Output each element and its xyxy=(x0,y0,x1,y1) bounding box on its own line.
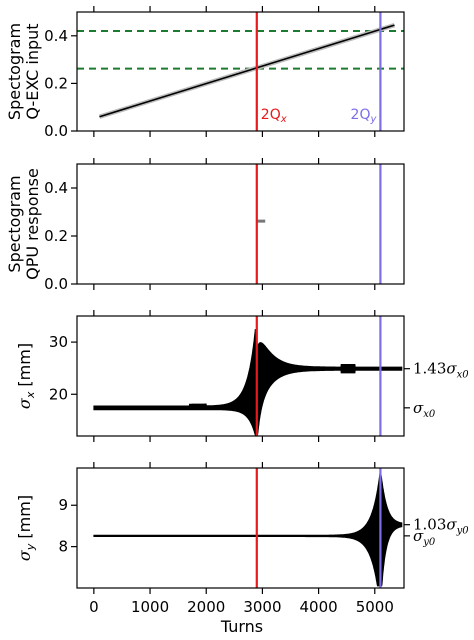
axes-frame xyxy=(76,315,405,437)
right-axis-label: 1.43σx0 xyxy=(413,360,469,381)
y-axis-label-line2: Q-EXC input xyxy=(23,23,42,119)
y-axis-label-line1: Spectogram xyxy=(5,175,24,272)
x-tick-label: 1000 xyxy=(131,598,169,616)
right-axis-label: σx0 xyxy=(413,399,436,420)
y-tick-label: 0.2 xyxy=(44,227,68,245)
y-tick-label: 0.2 xyxy=(44,74,68,92)
y-tick-label: 8 xyxy=(58,538,68,556)
qy-marker-label: 2Qy xyxy=(351,107,378,125)
right-axis-label: σy0 xyxy=(413,527,436,548)
axes-frame xyxy=(76,11,405,132)
right-axis-label: 1.03σy0 xyxy=(413,516,469,537)
x-tick-label: 4000 xyxy=(300,598,338,616)
ramp-line xyxy=(99,24,395,118)
x-tick-label: 0 xyxy=(89,598,99,616)
x-tick-label: 2000 xyxy=(187,598,225,616)
panel-sigma-x: 20 30 σx [mm] 1.43σx0 σx0 xyxy=(15,310,469,442)
y-tick-label: 30 xyxy=(49,333,68,351)
y-axis-label-line1: Spectogram xyxy=(5,23,24,120)
plot-area xyxy=(93,329,403,436)
beam-size-trace xyxy=(93,329,403,436)
axes-frame xyxy=(76,467,405,589)
y-tick-label: 0.4 xyxy=(44,27,68,45)
y-tick-label: 0.4 xyxy=(44,179,68,197)
y-axis-label-line2: QPU response xyxy=(23,168,42,280)
qx-marker-label: 2Qx xyxy=(261,107,287,125)
plot-area xyxy=(93,468,403,587)
y-tick-label: 20 xyxy=(49,385,68,403)
plot-area xyxy=(77,22,404,119)
y-tick-label: 9 xyxy=(58,496,68,514)
axes-frame xyxy=(76,163,405,285)
x-axis-label: Turns xyxy=(220,617,263,636)
beam-size-trace xyxy=(93,468,403,587)
panel-q-exc-input: 0.0 0.2 0.4 Spectogram Q-EXC input 2Qx 2Qy xyxy=(5,6,405,140)
x-tick-label: 3000 xyxy=(243,598,281,616)
y-axis-label: σy [mm] xyxy=(15,495,37,561)
y-tick-label: 0.0 xyxy=(44,122,68,140)
y-tick-label: 0.0 xyxy=(44,275,68,293)
panel-qpu-response: 0.0 0.2 0.4 Spectogram QPU response xyxy=(5,158,405,293)
y-axis-label: σx [mm] xyxy=(15,343,37,409)
x-tick-label: 5000 xyxy=(356,598,394,616)
